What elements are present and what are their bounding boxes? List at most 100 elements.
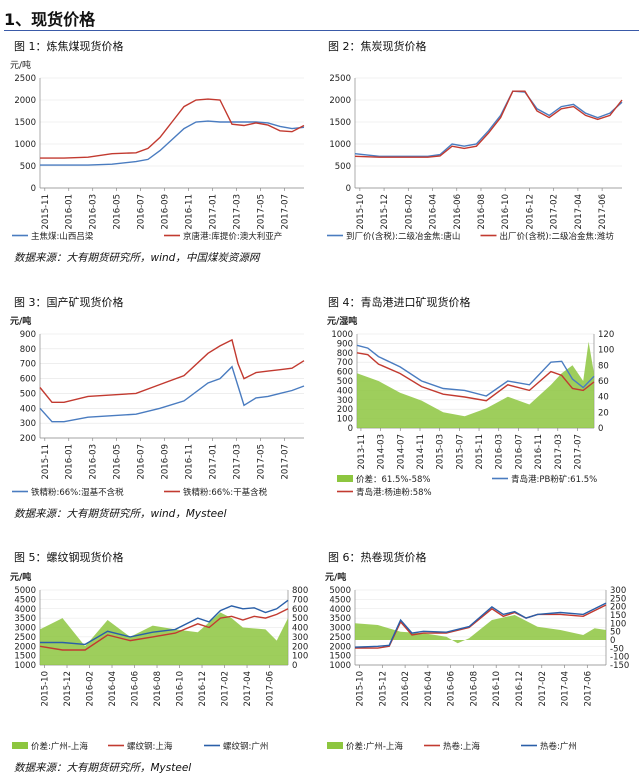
chart-5-legend-label: 价差:广州-上海 [31,741,88,752]
chart-6-ytick-label: 3000 [329,624,351,634]
chart-5-legend-swatch [12,742,28,749]
chart-6-legend-swatch [327,742,343,749]
chart-5-y2tick-label: 700 [292,595,308,605]
chart-5-ylabel: 元/吨 [10,571,31,583]
chart-6-series-2-line [355,604,607,649]
chart-6-xtick-label: 2016-08 [469,671,479,707]
chart-2-ytick-label: 0 [346,184,351,194]
chart-2-legend-label: 到厂价(含税):二级冶金焦:唐山 [346,231,460,242]
chart-3-xtick-label: 2015-11 [41,444,51,480]
chart-4-legend-swatch [337,475,353,482]
chart-2-ytick-label: 2000 [329,96,351,106]
chart-3-ylabel: 元/吨 [10,315,31,327]
source-note-1: 数据来源：大有期货研究所，wind，中国煤炭资源网 [14,252,260,264]
chart-4-legend-label: 青岛港:杨迪粉:58% [356,487,432,498]
chart-3-xtick-label: 2017-07 [280,444,290,480]
chart-6-y2tick-label: 150 [610,611,626,621]
chart-2-series-1-line [354,90,623,158]
chart-4-xtick-label: 2014-11 [416,434,426,470]
chart-6-xtick-label: 2017-04 [561,671,571,707]
chart-5-xtick-label: 2016-02 [86,671,96,707]
chart-5-legend-label: 螺纹钢:上海 [127,741,173,752]
chart-1-xtick-label: 2016-01 [65,194,75,230]
chart-4-xtick-label: 2014-07 [396,434,406,470]
chart-4-xtick-label: 2015-11 [475,434,485,470]
chart-3-xtick-label: 2017-03 [232,444,242,480]
chart-3-ytick-label: 600 [20,375,36,385]
chart-3-xtick-label: 2017-01 [208,444,218,480]
chart-6-xtick-label: 2016-04 [424,671,434,707]
chart-2-ytick-label: 500 [335,162,351,172]
chart-6-xtick-label: 2015-12 [378,671,388,707]
chart-2-xtick-label: 2016-06 [453,194,463,230]
chart-4-y2tick-label: 20 [598,408,609,418]
chart-4-series-2-line [356,344,595,397]
chart-6-y2tick-label: 200 [610,603,626,613]
chart-4-y2tick-label: 40 [598,393,609,403]
chart-4-xtick-label: 2016-11 [534,434,544,470]
chart-4-legend-label: 价差：61.5%-58% [356,474,430,485]
chart-4-ytick-label: 800 [337,349,353,359]
chart-4-ytick-label: 700 [337,358,353,368]
chart-5-xtick-label: 2015-10 [41,671,51,707]
chart-3-xtick-label: 2017-05 [256,444,266,480]
chart-2-xtick-label: 2016-04 [429,194,439,230]
chart-4-y2tick-label: 120 [598,330,614,340]
chart-4-xtick-label: 2017-03 [554,434,564,470]
chart-1-ytick-label: 2500 [14,74,36,84]
chart-1-xtick-label: 2017-01 [208,194,218,230]
chart-6-legend-label: 价差:广州-上海 [346,741,403,752]
chart-4-series-3-line [356,352,595,402]
chart-6-y2tick-label: 100 [610,619,626,629]
chart-1-xtick-label: 2016-07 [137,194,147,230]
chart-6-y2tick-label: 250 [610,594,626,604]
chart-2-xtick-label: 2015-12 [380,194,390,230]
chart-1-xtick-label: 2016-09 [161,194,171,230]
chart-2-xtick-label: 2017-04 [574,194,584,230]
chart-3-series-2-line [39,338,305,403]
chart-6-title: 图 6：热卷现货价格 [328,551,427,564]
chart-2-xtick-label: 2016-12 [525,194,535,230]
chart-3-ytick-label: 200 [20,434,36,444]
chart-3-ytick-label: 700 [20,360,36,370]
chart-2-title: 图 2：焦炭现货价格 [328,40,427,53]
chart-6-ytick-label: 3500 [329,614,351,624]
chart-4-y2tick-label: 80 [598,361,609,371]
chart-4-y2tick-label: 0 [598,424,603,434]
chart-2-series-2-line [354,90,623,158]
chart-3-xtick-label: 2016-03 [89,444,99,480]
chart-6-y2tick-label: -100 [610,653,629,663]
chart-1-xtick-label: 2016-03 [89,194,99,230]
chart-4-ytick-label: 500 [337,377,353,387]
chart-5-xtick-label: 2017-06 [266,671,276,707]
chart-2-ytick-label: 1000 [329,140,351,150]
chart-2-ytick-label: 2500 [329,74,351,84]
chart-5-series-1-area [40,612,288,665]
chart-5-ytick-label: 3500 [14,614,36,624]
chart-4-ytick-label: 1000 [331,330,353,340]
chart-5-xtick-label: 2015-12 [63,671,73,707]
chart-4-legend-label: 青岛港:PB粉矿:61.5% [511,474,597,485]
chart-3-xtick-label: 2016-07 [137,444,147,480]
chart-4-xtick-label: 2015-07 [455,434,465,470]
chart-4-xtick-label: 2013-11 [357,434,367,470]
chart-5-xtick-label: 2017-04 [243,671,253,707]
chart-5-ytick-label: 1000 [14,661,36,671]
chart-5-ytick-label: 4000 [14,605,36,615]
chart-1-ytick-label: 0 [31,184,36,194]
chart-3-ytick-label: 300 [20,419,36,429]
chart-1-ytick-label: 500 [20,162,36,172]
chart-4-xtick-label: 2015-03 [436,434,446,470]
chart-6-xtick-label: 2016-06 [447,671,457,707]
chart-5-series-3-line [40,599,289,646]
chart-3-legend-label: 铁精粉:66%:湿基不含税 [31,487,124,498]
chart-5-y2tick-label: 100 [292,652,308,662]
chart-2-xtick-label: 2017-02 [550,194,560,230]
chart-5-ytick-label: 5000 [14,586,36,596]
chart-3-xtick-label: 2016-01 [65,444,75,480]
chart-6-ytick-label: 1500 [329,652,351,662]
chart-1-legend-label: 主焦煤:山西吕梁 [31,231,94,242]
chart-1-xtick-label: 2015-11 [41,194,51,230]
chart-1-ytick-label: 2000 [14,96,36,106]
